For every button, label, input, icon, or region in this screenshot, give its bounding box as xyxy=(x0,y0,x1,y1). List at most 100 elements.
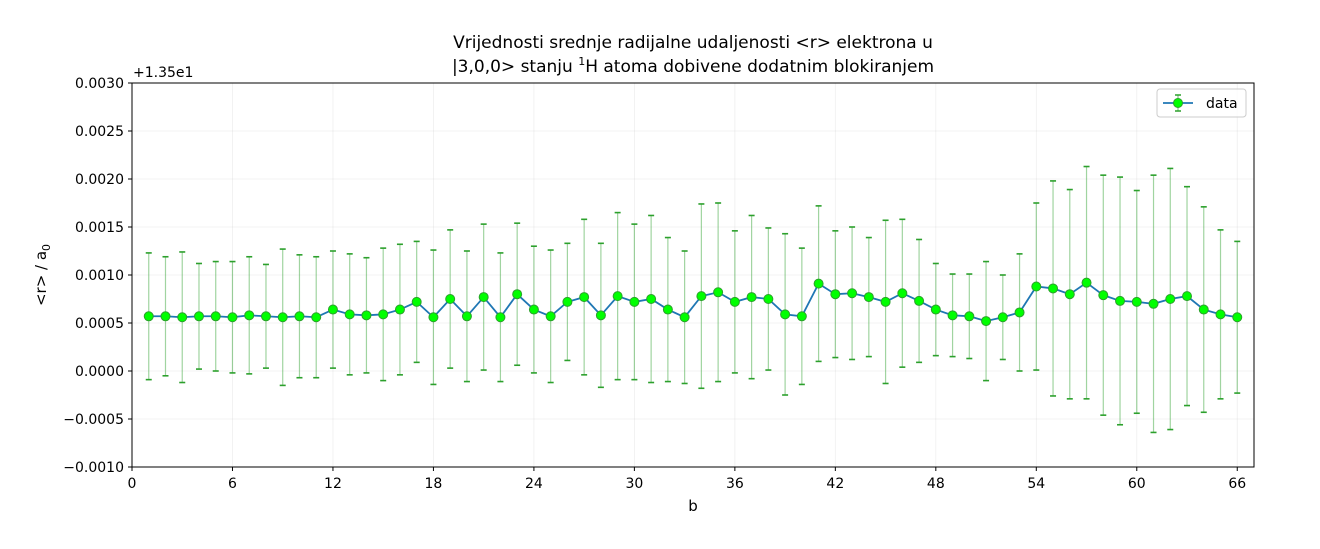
x-tick-label: 30 xyxy=(625,476,643,492)
y-axis-ticks: −0.0010 −0.0005 0.0000 0.0005 0.0010 0.0015 0.… xyxy=(63,76,132,476)
data-point xyxy=(1031,281,1042,292)
chart-title-line1: Vrijednosti srednje radijalne udaljenost… xyxy=(453,33,933,53)
data-point xyxy=(1215,309,1226,320)
data-point xyxy=(662,304,673,315)
data-point xyxy=(964,311,975,322)
data-point xyxy=(796,311,807,322)
data-point xyxy=(327,304,338,315)
data-point xyxy=(160,311,171,322)
data-point xyxy=(260,311,271,322)
y-tick-label: −0.0010 xyxy=(63,460,124,476)
x-axis-label: b xyxy=(688,497,698,515)
y-tick-label: 0.0010 xyxy=(75,268,124,284)
data-point xyxy=(947,310,958,321)
y-tick-label: −0.0005 xyxy=(63,412,124,428)
legend-label: data xyxy=(1206,96,1238,112)
data-markers xyxy=(143,277,1243,327)
data-point xyxy=(847,288,858,299)
data-point xyxy=(679,312,690,323)
data-point xyxy=(394,304,405,315)
data-point xyxy=(880,296,891,307)
legend-marker xyxy=(1173,98,1183,108)
data-point xyxy=(746,292,757,303)
data-point xyxy=(545,311,556,322)
y-axis-label-sub: 0 xyxy=(40,244,53,251)
data-point xyxy=(830,289,841,300)
chart-title-line2-pre: |3,0,0> stanju xyxy=(452,57,578,77)
chart-title-line2: |3,0,0> stanju 1H atoma dobivene dodatni… xyxy=(452,55,934,77)
x-tick-label: 48 xyxy=(927,476,945,492)
data-point xyxy=(244,310,255,321)
x-tick-label: 24 xyxy=(525,476,543,492)
error-bars xyxy=(145,165,1241,434)
x-tick-label: 6 xyxy=(228,476,237,492)
y-tick-label: 0.0000 xyxy=(75,364,124,380)
data-point xyxy=(897,288,908,299)
data-point xyxy=(210,311,221,322)
data-point xyxy=(461,311,472,322)
data-point xyxy=(1081,277,1092,288)
data-point xyxy=(344,309,355,320)
data-point xyxy=(1165,294,1176,304)
x-tick-label: 42 xyxy=(826,476,844,492)
data-point xyxy=(813,278,824,289)
data-point xyxy=(1232,312,1243,323)
data-point xyxy=(629,296,640,307)
data-point xyxy=(646,294,657,304)
data-point xyxy=(930,304,941,315)
data-point xyxy=(478,292,489,303)
data-point xyxy=(1148,298,1159,309)
data-point xyxy=(1115,295,1126,306)
data-point xyxy=(411,296,422,307)
x-tick-label: 60 xyxy=(1128,476,1146,492)
data-point xyxy=(1198,304,1209,315)
data-point xyxy=(914,295,925,306)
data-point xyxy=(495,312,506,323)
data-point xyxy=(1048,283,1059,294)
data-point xyxy=(428,312,439,323)
data-point xyxy=(997,312,1008,323)
data-point xyxy=(193,311,204,322)
y-offset-label: +1.35e1 xyxy=(133,65,193,81)
data-point xyxy=(177,312,188,323)
data-point xyxy=(1064,289,1075,300)
data-point xyxy=(612,291,623,302)
y-tick-label: 0.0025 xyxy=(75,124,124,140)
data-point xyxy=(1098,290,1109,301)
y-axis-label-main: <r> / a xyxy=(32,251,50,306)
x-axis-ticks: 0 6 12 18 24 30 36 42 48 54 60 66 xyxy=(128,467,1246,492)
data-point xyxy=(512,289,523,300)
data-point xyxy=(595,310,606,321)
y-tick-label: 0.0030 xyxy=(75,76,124,92)
data-point xyxy=(562,296,573,307)
data-point xyxy=(1131,296,1142,307)
data-point xyxy=(528,304,539,315)
data-point xyxy=(1014,307,1025,318)
x-tick-label: 66 xyxy=(1228,476,1246,492)
data-point xyxy=(763,294,774,304)
x-tick-label: 18 xyxy=(425,476,443,492)
data-point xyxy=(729,296,740,307)
y-tick-label: 0.0005 xyxy=(75,316,124,332)
data-point xyxy=(1182,291,1193,302)
legend-box xyxy=(1156,88,1247,118)
data-point xyxy=(311,312,322,323)
y-tick-label: 0.0015 xyxy=(75,220,124,236)
data-point xyxy=(696,291,707,302)
data-point xyxy=(780,309,791,320)
data-point xyxy=(277,312,288,323)
data-point xyxy=(863,292,874,303)
data-point xyxy=(378,309,389,320)
data-point xyxy=(981,316,992,327)
chart-title-line2-post: H atoma dobivene dodatnim blokiranjem xyxy=(585,57,934,77)
data-point xyxy=(445,294,456,304)
chart-title-superscript: 1 xyxy=(578,55,585,68)
data-point xyxy=(143,311,154,322)
x-tick-label: 12 xyxy=(324,476,342,492)
legend: data xyxy=(1156,88,1247,118)
data-point xyxy=(227,312,238,323)
x-tick-label: 0 xyxy=(128,476,137,492)
data-point xyxy=(361,310,372,321)
data-point xyxy=(579,292,590,303)
